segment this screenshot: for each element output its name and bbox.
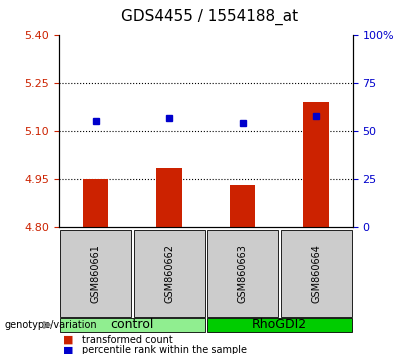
Text: GSM860663: GSM860663: [238, 244, 247, 303]
Bar: [303, 102, 329, 227]
Text: ■: ■: [63, 346, 74, 354]
Text: RhoGDI2: RhoGDI2: [252, 319, 307, 331]
Text: genotype/variation: genotype/variation: [4, 320, 97, 330]
Text: GSM860661: GSM860661: [91, 244, 100, 303]
Text: percentile rank within the sample: percentile rank within the sample: [82, 346, 247, 354]
Text: GSM860664: GSM860664: [311, 244, 321, 303]
Text: transformed count: transformed count: [82, 335, 173, 345]
Text: ■: ■: [63, 335, 74, 345]
Bar: [83, 179, 108, 227]
Text: GDS4455 / 1554188_at: GDS4455 / 1554188_at: [121, 9, 299, 25]
Bar: [230, 185, 255, 227]
Text: GSM860662: GSM860662: [164, 244, 174, 303]
Bar: [156, 168, 182, 227]
Text: control: control: [110, 319, 154, 331]
